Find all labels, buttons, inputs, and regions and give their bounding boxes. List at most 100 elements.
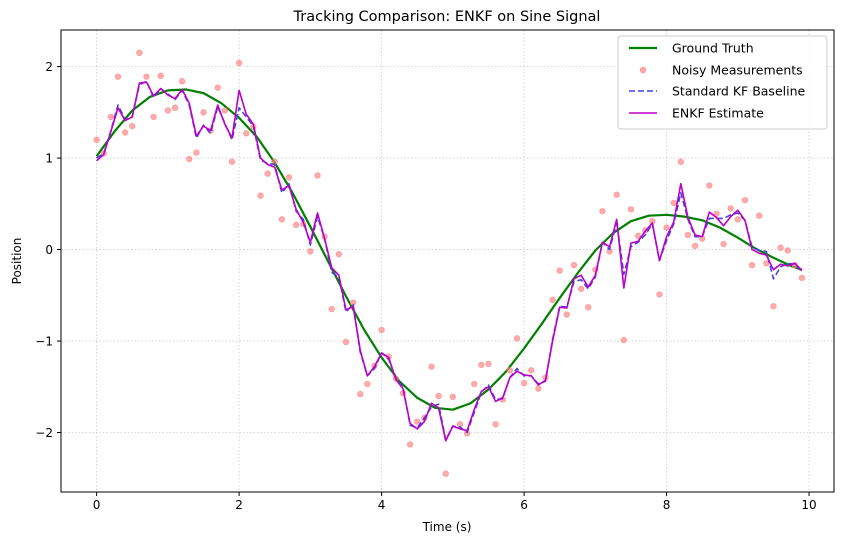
measurement-point bbox=[314, 172, 321, 179]
measurement-point bbox=[442, 470, 449, 477]
measurement-point bbox=[228, 158, 236, 165]
legend-label-measurements: Noisy Measurements bbox=[672, 63, 803, 78]
measurement-point bbox=[107, 113, 115, 121]
measurement-point bbox=[285, 174, 293, 181]
measurement-point bbox=[755, 212, 763, 219]
y-tick-label: 1 bbox=[45, 152, 53, 166]
measurement-point bbox=[164, 107, 172, 114]
measurement-point bbox=[556, 267, 563, 274]
measurement-point bbox=[357, 390, 364, 398]
measurement-point bbox=[727, 205, 734, 212]
measurement-point bbox=[150, 113, 157, 121]
measurement-point bbox=[171, 104, 179, 111]
y-tick-label: −2 bbox=[35, 426, 53, 440]
measurement-point bbox=[798, 274, 806, 282]
measurement-point bbox=[178, 78, 186, 85]
y-axis-label: Position bbox=[10, 238, 24, 285]
legend-swatch-measurements bbox=[639, 66, 647, 74]
measurement-point bbox=[342, 338, 350, 346]
measurement-point bbox=[114, 73, 122, 80]
measurement-point bbox=[264, 170, 271, 177]
measurement-point bbox=[520, 379, 528, 387]
measurement-point bbox=[449, 393, 457, 401]
measurement-point bbox=[570, 261, 578, 269]
x-tick-label: 0 bbox=[93, 498, 101, 512]
measurement-point bbox=[506, 367, 514, 374]
legend: Ground Truth Noisy Measurements Standard… bbox=[617, 35, 828, 130]
measurement-point bbox=[706, 182, 713, 189]
measurement-point bbox=[428, 363, 435, 370]
measurement-point bbox=[471, 380, 478, 388]
measurement-point bbox=[684, 231, 692, 239]
measurement-point bbox=[328, 305, 335, 313]
x-axis-label: Time (s) bbox=[422, 520, 472, 534]
chart-title: Tracking Comparison: ENKF on Sine Signal bbox=[293, 9, 601, 25]
legend-box bbox=[617, 35, 828, 130]
measurement-point bbox=[492, 421, 499, 428]
y-tick-label: 0 bbox=[45, 243, 53, 257]
measurement-point bbox=[784, 247, 791, 254]
measurement-point bbox=[670, 199, 677, 207]
measurement-point bbox=[278, 216, 286, 223]
legend-label-enkf: ENKF Estimate bbox=[672, 106, 764, 121]
measurement-point bbox=[143, 73, 150, 80]
measurement-point bbox=[378, 326, 385, 334]
measurement-point bbox=[307, 248, 314, 255]
legend-label-ground-truth: Ground Truth bbox=[672, 41, 754, 56]
y-tick-label: 2 bbox=[45, 60, 53, 74]
measurement-point bbox=[528, 367, 535, 374]
measurement-point bbox=[613, 191, 620, 198]
measurement-point bbox=[734, 216, 742, 223]
measurement-point bbox=[763, 260, 770, 267]
measurement-point bbox=[129, 122, 136, 130]
measurement-point bbox=[243, 130, 250, 137]
measurement-point bbox=[563, 311, 571, 318]
measurement-point bbox=[93, 136, 100, 143]
measurement-point bbox=[720, 240, 727, 248]
measurement-point bbox=[257, 192, 264, 199]
measurement-point bbox=[741, 196, 749, 204]
x-tick-label: 4 bbox=[378, 498, 386, 512]
measurement-point bbox=[214, 84, 221, 91]
measurement-point bbox=[235, 59, 243, 67]
axes-frame bbox=[60, 29, 835, 493]
measurement-point bbox=[121, 129, 129, 136]
measurement-point bbox=[193, 149, 200, 156]
measurement-point bbox=[627, 206, 635, 213]
measurement-point bbox=[620, 336, 628, 344]
axis-ticks: 0 2 4 6 8 10 −2 −1 0 1 2 bbox=[35, 60, 816, 512]
measurement-point bbox=[200, 109, 207, 116]
measurement-point bbox=[634, 232, 642, 240]
measurement-point bbox=[663, 224, 670, 231]
legend-label-kf: Standard KF Baseline bbox=[672, 84, 806, 99]
measurement-point bbox=[292, 221, 300, 229]
x-tick-label: 2 bbox=[235, 498, 243, 512]
measurement-point bbox=[435, 392, 442, 400]
measurement-point bbox=[221, 107, 229, 114]
measurement-point bbox=[691, 242, 699, 250]
x-tick-label: 10 bbox=[801, 498, 816, 512]
measurement-point bbox=[748, 261, 756, 269]
measurement-point bbox=[577, 285, 585, 293]
enkf-estimate-line bbox=[96, 81, 803, 442]
y-tick-label: −1 bbox=[35, 335, 53, 349]
measurement-point bbox=[485, 360, 492, 368]
measurement-point bbox=[777, 244, 784, 251]
measurement-point bbox=[478, 361, 485, 369]
measurement-point bbox=[186, 155, 193, 163]
measurement-point bbox=[157, 72, 164, 79]
measurement-point bbox=[414, 418, 421, 425]
plot-area bbox=[93, 49, 806, 477]
measurement-point bbox=[406, 441, 414, 448]
measurement-point bbox=[677, 158, 685, 165]
x-tick-label: 6 bbox=[520, 498, 528, 512]
measurement-point bbox=[513, 335, 521, 342]
ground-truth-line bbox=[95, 88, 803, 411]
measurement-point bbox=[549, 296, 556, 304]
measurement-point bbox=[535, 385, 542, 392]
measurement-point bbox=[599, 207, 606, 215]
measurement-points bbox=[93, 49, 806, 477]
measurement-point bbox=[770, 303, 777, 310]
measurement-point bbox=[364, 380, 371, 388]
